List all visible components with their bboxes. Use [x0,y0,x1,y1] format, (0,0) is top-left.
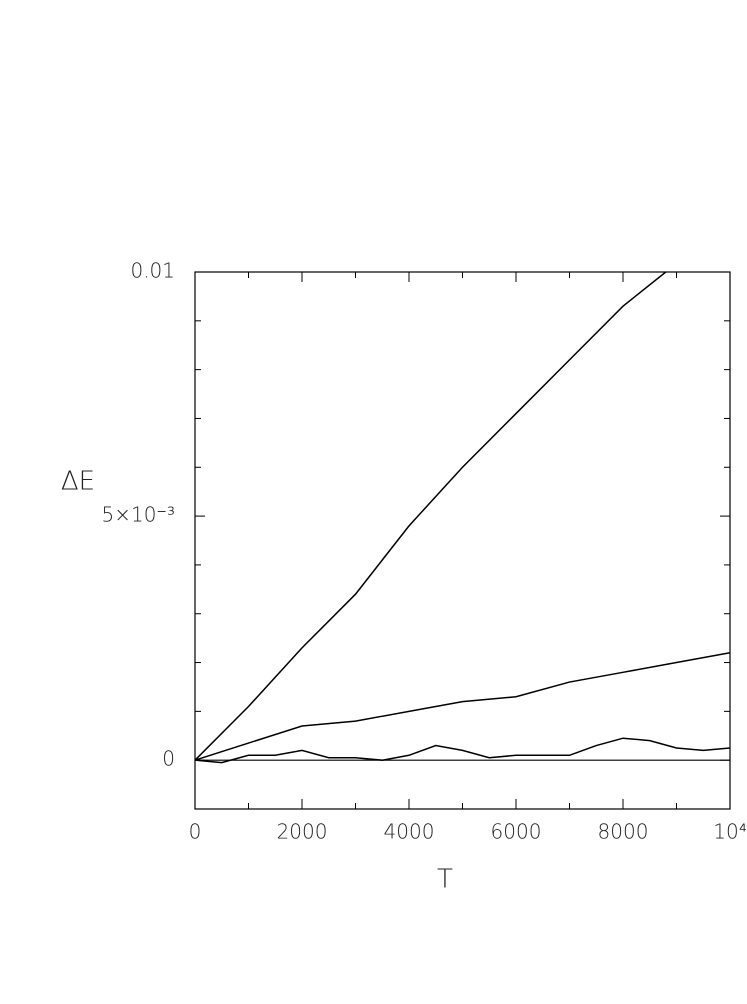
data-line [194,652,731,761]
x-tick-label: 6000 [491,820,542,844]
x-tick-label: 4000 [384,820,435,844]
x-axis-label: T [437,865,453,895]
plot-frame [194,271,731,810]
x-tick-label: 10⁴ [713,820,746,844]
y-axis-label: ΔE [61,467,95,497]
x-tick-label: 8000 [598,820,649,844]
y-tick-label: 5×10⁻³ [101,503,175,527]
x-tick-label: 0 [189,820,202,844]
y-tick-label: 0 [162,747,175,771]
data-line [194,271,667,761]
data-line [194,737,731,764]
y-tick-label: 0.01 [130,259,175,283]
x-tick-label: 2000 [277,820,328,844]
